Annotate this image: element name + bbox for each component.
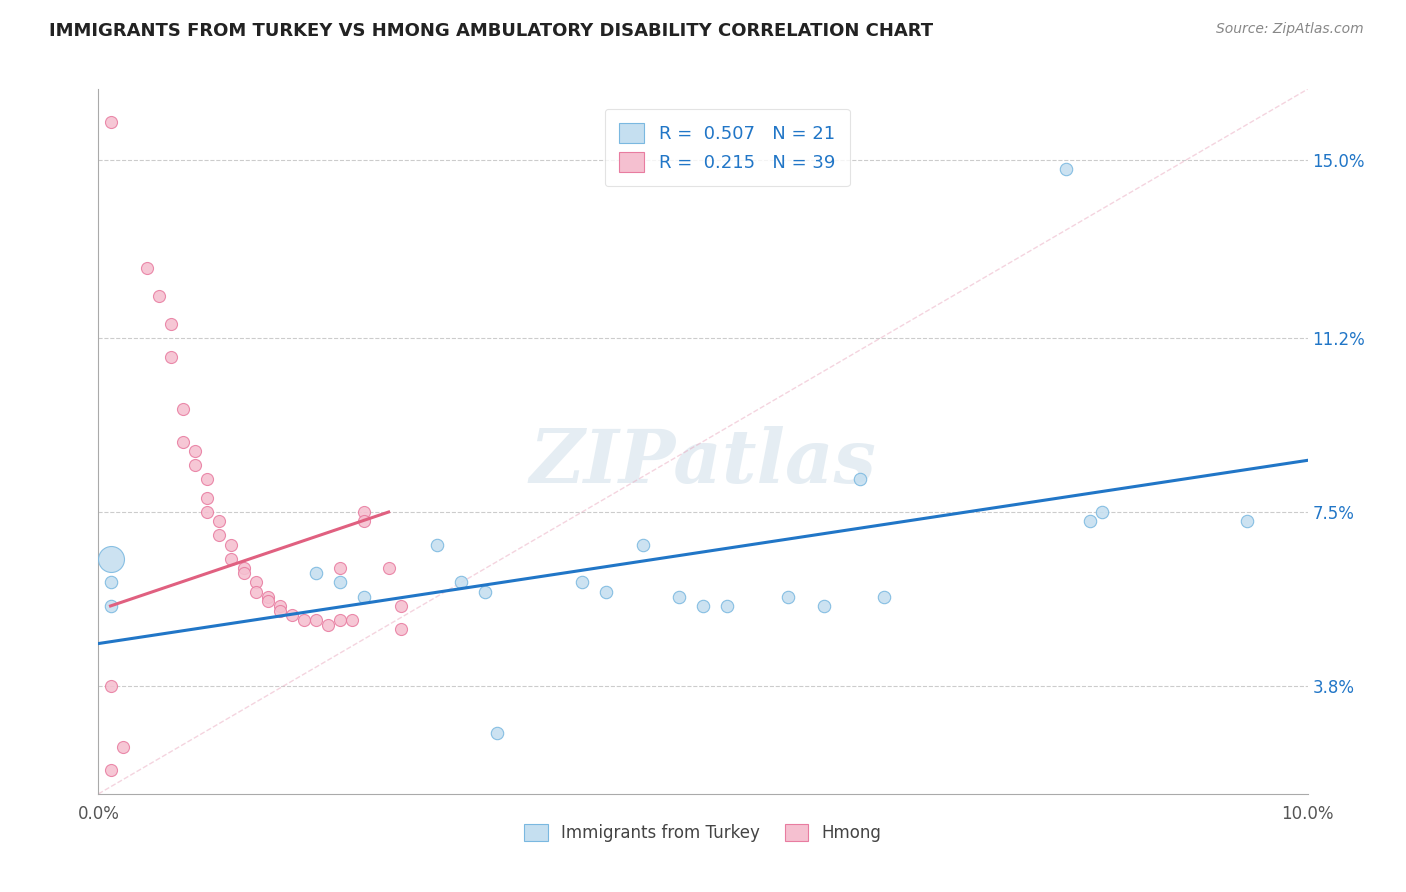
- Point: [221, 538, 243, 552]
- Point: [873, 590, 896, 604]
- Point: [389, 623, 412, 637]
- Point: [100, 679, 122, 693]
- Point: [148, 289, 170, 303]
- Point: [135, 260, 157, 275]
- Point: [100, 575, 122, 590]
- Point: [716, 599, 738, 613]
- Point: [426, 538, 449, 552]
- Point: [208, 515, 231, 529]
- Point: [195, 491, 218, 505]
- Point: [232, 561, 254, 575]
- Point: [450, 575, 472, 590]
- Point: [100, 764, 122, 778]
- Point: [111, 739, 134, 754]
- Point: [100, 115, 122, 129]
- Point: [172, 401, 194, 416]
- Point: [353, 515, 375, 529]
- Point: [1054, 162, 1077, 177]
- Point: [329, 575, 352, 590]
- Point: [486, 726, 509, 740]
- Point: [195, 472, 218, 486]
- Point: [184, 458, 207, 472]
- Point: [305, 566, 328, 580]
- Point: [160, 317, 183, 331]
- Point: [668, 590, 690, 604]
- Point: [245, 585, 267, 599]
- Point: [184, 444, 207, 458]
- Point: [571, 575, 593, 590]
- Point: [269, 604, 291, 618]
- Point: [329, 561, 352, 575]
- Point: [305, 613, 328, 627]
- Text: IMMIGRANTS FROM TURKEY VS HMONG AMBULATORY DISABILITY CORRELATION CHART: IMMIGRANTS FROM TURKEY VS HMONG AMBULATO…: [49, 22, 934, 40]
- Point: [329, 613, 352, 627]
- Point: [342, 613, 364, 627]
- Point: [1078, 515, 1101, 529]
- Point: [353, 590, 375, 604]
- Point: [377, 561, 399, 575]
- Point: [353, 505, 375, 519]
- Point: [813, 599, 835, 613]
- Point: [160, 350, 183, 364]
- Point: [100, 552, 122, 566]
- Point: [256, 594, 278, 608]
- Text: ZIPatlas: ZIPatlas: [530, 426, 876, 499]
- Point: [849, 472, 872, 486]
- Point: [292, 613, 315, 627]
- Point: [776, 590, 799, 604]
- Point: [245, 575, 267, 590]
- Text: Source: ZipAtlas.com: Source: ZipAtlas.com: [1216, 22, 1364, 37]
- Point: [595, 585, 617, 599]
- Point: [389, 599, 412, 613]
- Point: [256, 590, 278, 604]
- Legend: Immigrants from Turkey, Hmong: Immigrants from Turkey, Hmong: [517, 817, 889, 849]
- Point: [100, 599, 122, 613]
- Point: [232, 566, 254, 580]
- Point: [692, 599, 714, 613]
- Point: [172, 434, 194, 449]
- Point: [316, 617, 339, 632]
- Point: [281, 608, 304, 623]
- Point: [474, 585, 496, 599]
- Point: [1091, 505, 1114, 519]
- Point: [221, 552, 243, 566]
- Point: [208, 528, 231, 542]
- Point: [1236, 515, 1258, 529]
- Point: [631, 538, 654, 552]
- Point: [269, 599, 291, 613]
- Point: [195, 505, 218, 519]
